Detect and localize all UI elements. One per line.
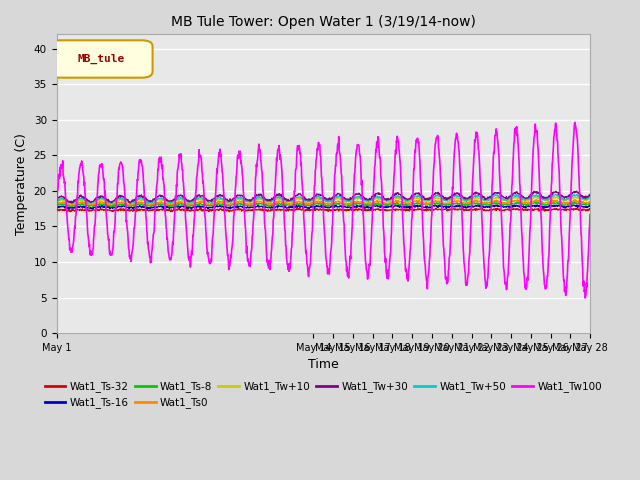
Wat1_Tw+10 [586,196,594,202]
Wat1_Ts-8 [586,201,594,206]
Wat1_Ts-16 [454,204,461,210]
Line: Wat1_Ts-32: Wat1_Ts-32 [56,208,590,212]
Wat1_Tw100 [52,209,60,215]
Wat1_Tw100 [426,253,434,259]
Legend: Wat1_Ts-32, Wat1_Ts-16, Wat1_Ts-8, Wat1_Ts0, Wat1_Tw+10, Wat1_Tw+30, Wat1_Tw+50,: Wat1_Ts-32, Wat1_Ts-16, Wat1_Ts-8, Wat1_… [40,377,606,413]
Wat1_Ts0 [550,199,557,204]
Line: Wat1_Tw+10: Wat1_Tw+10 [56,196,590,204]
Wat1_Ts0 [358,199,365,204]
Wat1_Ts-32 [225,209,233,215]
Wat1_Ts-8 [550,201,557,207]
Wat1_Ts-8 [454,201,461,207]
Wat1_Tw100 [357,172,365,178]
Wat1_Tw100 [548,158,556,164]
Wat1_Ts0 [87,202,95,207]
Wat1_Ts0 [106,203,114,209]
Line: Wat1_Ts-16: Wat1_Ts-16 [56,205,590,209]
Wat1_Tw100 [87,248,95,254]
Wat1_Ts-32 [52,206,60,212]
Line: Wat1_Tw+30: Wat1_Tw+30 [56,191,590,203]
Line: Wat1_Tw+50: Wat1_Tw+50 [56,194,590,204]
Wat1_Ts-16 [575,202,583,208]
Wat1_Tw+30 [586,192,594,197]
Wat1_Tw+50 [454,194,461,200]
Wat1_Ts-32 [454,206,462,212]
Wat1_Ts-32 [197,205,205,211]
Wat1_Ts-32 [87,208,95,214]
Wat1_Ts-16 [586,203,594,209]
Wat1_Tw+30 [549,189,557,195]
Wat1_Tw100 [581,295,589,301]
Wat1_Ts-8 [87,203,95,208]
Wat1_Tw+50 [88,199,96,205]
Wat1_Ts-8 [52,203,60,208]
Wat1_Tw+50 [52,197,60,203]
Wat1_Ts-8 [514,199,522,204]
Wat1_Ts-32 [427,208,435,214]
Wat1_Tw+10 [426,198,434,204]
Wat1_Ts-32 [88,208,96,214]
Wat1_Tw+30 [573,188,580,194]
Wat1_Tw100 [88,252,96,258]
Wat1_Tw+50 [358,196,365,202]
Wat1_Ts-8 [426,202,434,207]
Wat1_Tw+30 [426,195,434,201]
Wat1_Ts-16 [52,204,60,209]
Wat1_Tw+50 [549,192,557,198]
Y-axis label: Temperature (C): Temperature (C) [15,133,28,235]
Wat1_Ts0 [426,200,434,206]
FancyBboxPatch shape [49,40,152,78]
Wat1_Ts-16 [87,205,95,211]
Wat1_Tw+10 [509,193,517,199]
Line: Wat1_Ts-8: Wat1_Ts-8 [56,202,590,207]
Wat1_Ts-16 [358,203,365,208]
Wat1_Tw+30 [358,192,365,198]
Wat1_Ts-16 [426,205,434,211]
Wat1_Ts-16 [106,206,114,212]
Wat1_Ts0 [52,200,60,206]
Wat1_Tw+30 [87,200,95,205]
Wat1_Tw+10 [52,198,60,204]
Wat1_Tw+50 [552,192,559,197]
Wat1_Tw+30 [52,196,60,202]
Wat1_Ts-32 [586,206,594,212]
Wat1_Tw+10 [454,195,461,201]
X-axis label: Time: Time [308,359,339,372]
Wat1_Tw+30 [454,190,461,196]
Wat1_Ts-16 [88,205,96,211]
Title: MB Tule Tower: Open Water 1 (3/19/14-now): MB Tule Tower: Open Water 1 (3/19/14-now… [171,15,476,29]
Wat1_Tw+50 [109,201,116,207]
Wat1_Ts-8 [358,201,365,206]
Wat1_Ts0 [454,198,461,204]
Wat1_Tw+50 [586,193,594,199]
Line: Wat1_Ts0: Wat1_Ts0 [56,200,590,206]
Wat1_Tw+30 [88,199,96,204]
Wat1_Ts0 [532,197,540,203]
Wat1_Ts-8 [85,204,93,210]
Wat1_Tw100 [586,212,594,217]
Line: Wat1_Tw100: Wat1_Tw100 [56,122,590,298]
Wat1_Tw+10 [358,196,365,202]
Wat1_Ts-8 [88,203,96,209]
Text: MB_tule: MB_tule [77,54,124,64]
Wat1_Tw+10 [87,199,95,205]
Wat1_Ts-32 [358,208,365,214]
Wat1_Tw+50 [426,195,434,201]
Wat1_Tw+10 [88,201,96,206]
Wat1_Tw+10 [108,202,116,207]
Wat1_Tw+10 [550,195,557,201]
Wat1_Ts0 [88,202,96,208]
Wat1_Ts-16 [549,204,557,209]
Wat1_Tw+30 [127,200,134,206]
Wat1_Tw+50 [87,199,95,204]
Wat1_Tw100 [571,120,579,125]
Wat1_Ts-32 [550,206,557,212]
Wat1_Ts0 [586,199,594,205]
Wat1_Tw100 [454,133,461,139]
